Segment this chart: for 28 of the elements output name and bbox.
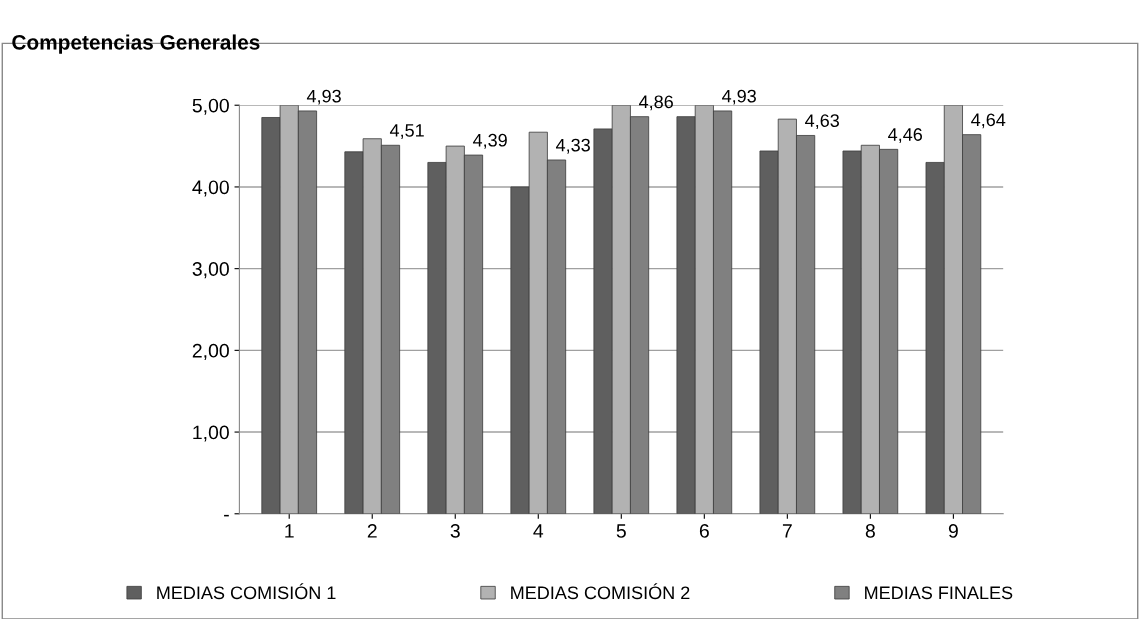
legend-label: MEDIAS COMISIÓN 2 <box>511 583 690 600</box>
x-tick-label: 8 <box>865 524 875 538</box>
y-tick-label: 5,00 <box>192 98 229 115</box>
x-tick-label: 7 <box>782 524 792 538</box>
data-label: 4,63 <box>805 114 839 130</box>
legend-label: MEDIAS FINALES <box>865 586 1013 600</box>
y-tick-label: 1,00 <box>193 425 229 442</box>
data-label: 4,33 <box>555 138 590 154</box>
data-label: 4,51 <box>389 124 424 139</box>
data-label: 4,46 <box>888 128 923 144</box>
y-tick-label: - <box>224 514 229 517</box>
x-tick-label: 5 <box>616 524 626 538</box>
y-tick-label: 3,00 <box>192 262 229 279</box>
x-tick-label: 9 <box>948 524 958 538</box>
data-label: 4,86 <box>639 95 673 111</box>
data-label: 4,93 <box>306 89 341 105</box>
x-tick-label: 4 <box>533 524 544 538</box>
data-label: 4,39 <box>472 133 507 149</box>
x-tick-label: 2 <box>367 524 377 538</box>
y-tick-label: 4,00 <box>192 180 229 197</box>
x-tick-label: 1 <box>285 524 294 538</box>
x-tick-label: 3 <box>450 524 460 538</box>
y-tick-label: 2,00 <box>192 343 229 360</box>
data-label: 4,93 <box>722 89 756 105</box>
data-label: 4,64 <box>971 113 1006 129</box>
legend-label: MEDIAS COMISIÓN 1 <box>157 583 336 600</box>
chart-title: Competencias Generales <box>12 34 260 54</box>
x-tick-label: 6 <box>699 524 709 538</box>
